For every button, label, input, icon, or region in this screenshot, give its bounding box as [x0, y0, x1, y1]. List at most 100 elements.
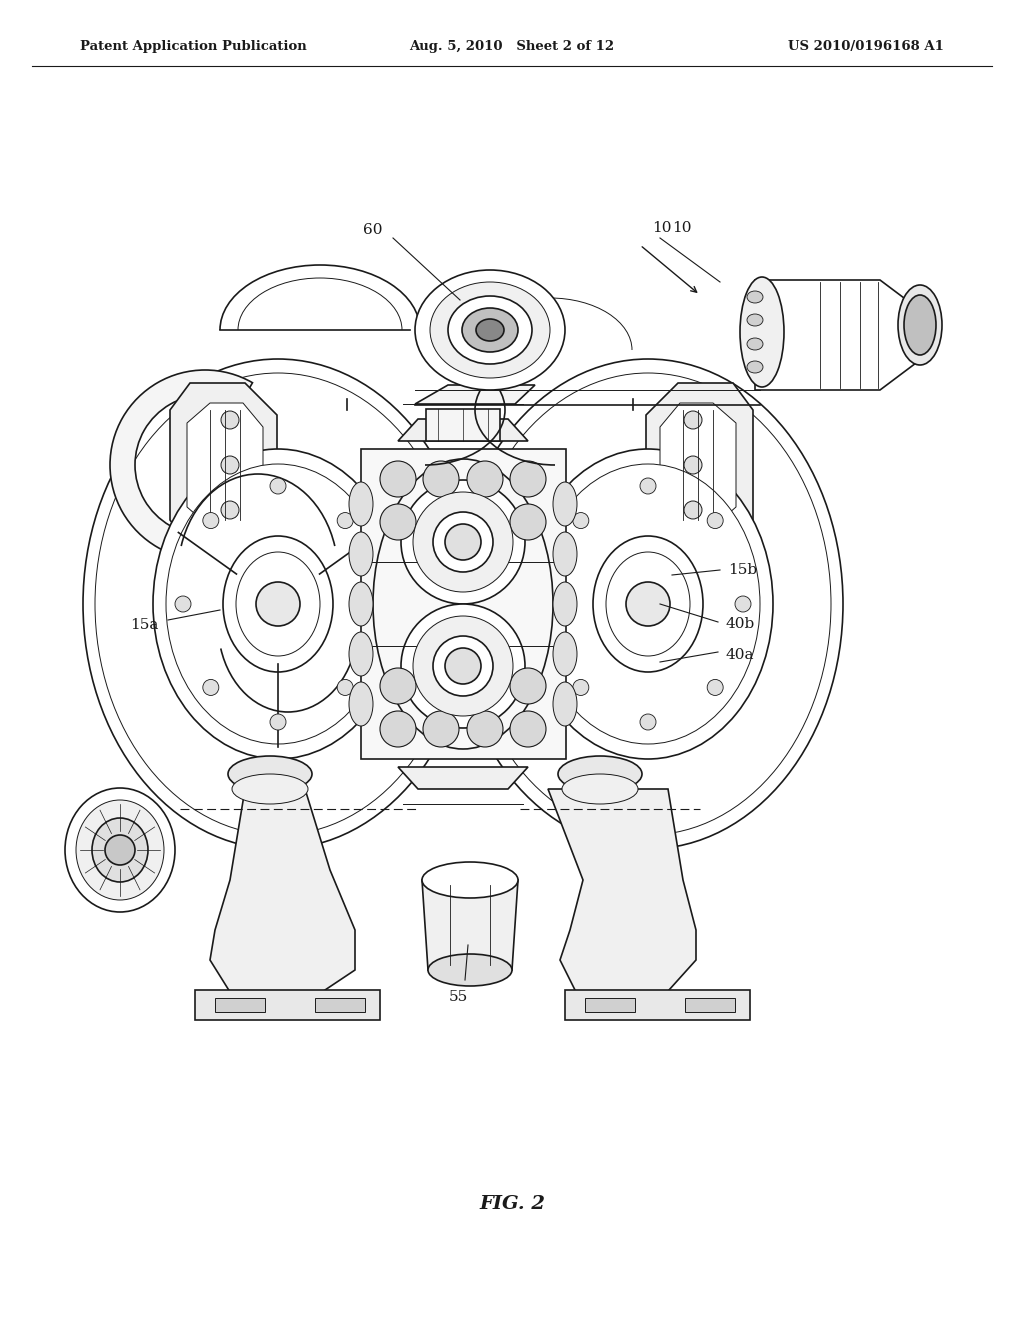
Ellipse shape: [485, 532, 515, 576]
Circle shape: [203, 680, 219, 696]
Polygon shape: [646, 383, 753, 546]
Circle shape: [684, 455, 702, 474]
Text: 40a: 40a: [725, 648, 754, 663]
Text: FIG. 2: FIG. 2: [479, 1195, 545, 1213]
Circle shape: [510, 668, 546, 704]
Ellipse shape: [558, 756, 642, 792]
Circle shape: [423, 668, 459, 704]
Ellipse shape: [411, 632, 441, 676]
Circle shape: [708, 680, 723, 696]
Ellipse shape: [223, 536, 333, 672]
Ellipse shape: [740, 277, 784, 387]
Polygon shape: [422, 880, 518, 970]
Circle shape: [105, 836, 135, 865]
Bar: [315, 998, 365, 1012]
Text: US 2010/0196168 A1: US 2010/0196168 A1: [788, 41, 944, 53]
Ellipse shape: [485, 682, 515, 726]
Text: 15a: 15a: [130, 618, 158, 632]
Ellipse shape: [485, 482, 515, 525]
Ellipse shape: [593, 536, 703, 672]
Circle shape: [445, 524, 481, 560]
Ellipse shape: [411, 582, 441, 626]
Circle shape: [545, 597, 561, 612]
Ellipse shape: [485, 582, 515, 626]
Text: Patent Application Publication: Patent Application Publication: [80, 41, 307, 53]
Ellipse shape: [349, 482, 373, 525]
Circle shape: [626, 582, 670, 626]
Ellipse shape: [553, 482, 577, 525]
Ellipse shape: [746, 360, 763, 374]
Circle shape: [572, 512, 589, 528]
Ellipse shape: [465, 374, 831, 836]
Circle shape: [467, 711, 503, 747]
Ellipse shape: [462, 308, 518, 352]
Ellipse shape: [898, 285, 942, 366]
Circle shape: [221, 502, 239, 519]
Circle shape: [423, 504, 459, 540]
Circle shape: [365, 597, 381, 612]
Ellipse shape: [411, 482, 441, 525]
Circle shape: [270, 714, 286, 730]
Ellipse shape: [606, 552, 690, 656]
Ellipse shape: [411, 682, 441, 726]
Ellipse shape: [349, 532, 373, 576]
Bar: [585, 998, 635, 1012]
Circle shape: [337, 680, 353, 696]
Ellipse shape: [904, 294, 936, 355]
Ellipse shape: [415, 271, 565, 389]
Circle shape: [510, 711, 546, 747]
Ellipse shape: [232, 774, 308, 804]
Ellipse shape: [411, 532, 441, 576]
Ellipse shape: [166, 465, 390, 744]
Text: Aug. 5, 2010   Sheet 2 of 12: Aug. 5, 2010 Sheet 2 of 12: [410, 41, 614, 53]
Ellipse shape: [153, 449, 403, 759]
Polygon shape: [187, 403, 263, 527]
Ellipse shape: [228, 756, 312, 792]
Circle shape: [380, 668, 416, 704]
Circle shape: [413, 492, 513, 591]
Circle shape: [256, 582, 300, 626]
Circle shape: [433, 636, 493, 696]
Polygon shape: [398, 418, 528, 441]
Ellipse shape: [746, 314, 763, 326]
Circle shape: [423, 711, 459, 747]
Ellipse shape: [349, 682, 373, 726]
Circle shape: [445, 648, 481, 684]
Ellipse shape: [523, 449, 773, 759]
Ellipse shape: [95, 374, 461, 836]
Ellipse shape: [92, 818, 148, 882]
Bar: [685, 998, 735, 1012]
Circle shape: [433, 512, 493, 572]
Text: 10: 10: [672, 220, 691, 235]
Circle shape: [467, 504, 503, 540]
Circle shape: [380, 504, 416, 540]
Ellipse shape: [476, 319, 504, 341]
Circle shape: [735, 597, 751, 612]
Circle shape: [221, 455, 239, 474]
Circle shape: [684, 411, 702, 429]
Circle shape: [401, 480, 525, 605]
Ellipse shape: [83, 359, 473, 849]
Circle shape: [510, 504, 546, 540]
Ellipse shape: [349, 582, 373, 626]
Circle shape: [413, 616, 513, 715]
Wedge shape: [110, 370, 253, 560]
Bar: [361, 449, 566, 759]
Circle shape: [467, 668, 503, 704]
Ellipse shape: [453, 359, 843, 849]
Circle shape: [221, 411, 239, 429]
Ellipse shape: [746, 290, 763, 304]
Circle shape: [270, 478, 286, 494]
Text: 60: 60: [362, 223, 382, 238]
Ellipse shape: [236, 552, 319, 656]
Circle shape: [423, 461, 459, 498]
Bar: [565, 990, 750, 1020]
Circle shape: [337, 512, 353, 528]
Circle shape: [175, 597, 191, 612]
Circle shape: [640, 478, 656, 494]
Ellipse shape: [553, 632, 577, 676]
Ellipse shape: [65, 788, 175, 912]
Ellipse shape: [349, 632, 373, 676]
Circle shape: [640, 714, 656, 730]
Circle shape: [684, 502, 702, 519]
